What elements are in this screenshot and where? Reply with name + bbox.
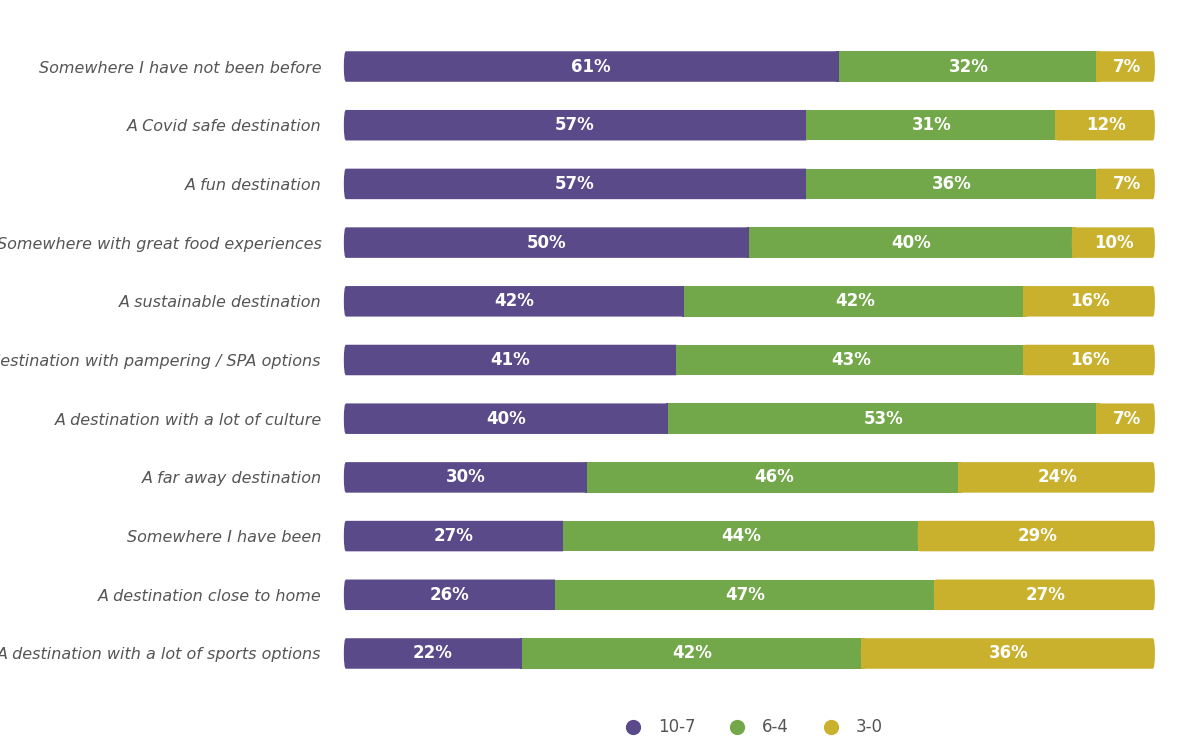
FancyBboxPatch shape [917,520,1155,551]
Bar [561,520,565,551]
Legend: 10-7, 6-4, 3-0: 10-7, 6-4, 3-0 [616,718,882,736]
FancyBboxPatch shape [344,462,589,493]
FancyBboxPatch shape [1023,345,1155,375]
FancyBboxPatch shape [1096,51,1155,82]
Text: 42%: 42% [673,644,712,662]
Bar [685,286,1025,316]
Text: 46%: 46% [754,469,794,487]
Text: 27%: 27% [433,527,474,545]
Bar [668,404,1098,434]
Text: 61%: 61% [572,58,611,76]
Bar [1023,345,1028,375]
FancyBboxPatch shape [344,227,752,258]
Bar [958,462,963,493]
FancyBboxPatch shape [1023,286,1155,316]
Bar [682,286,687,316]
Text: 7%: 7% [1113,410,1140,428]
Bar [1023,286,1028,316]
FancyBboxPatch shape [1055,110,1155,140]
Text: 40%: 40% [892,233,932,251]
Text: 57%: 57% [555,175,595,193]
Text: 41%: 41% [490,351,530,369]
Bar [585,462,589,493]
Bar [523,638,863,669]
Bar [555,580,936,610]
FancyBboxPatch shape [344,286,687,316]
Text: 50%: 50% [526,233,566,251]
Bar [806,169,1098,200]
Bar [676,345,1025,375]
Text: 36%: 36% [989,644,1029,662]
Text: 42%: 42% [494,292,534,310]
Bar [934,580,938,610]
Bar [837,51,840,82]
Bar [1072,227,1076,258]
Text: 26%: 26% [429,586,469,604]
Text: 43%: 43% [831,351,870,369]
FancyBboxPatch shape [934,580,1155,610]
Bar [806,110,1058,140]
FancyBboxPatch shape [1096,169,1155,200]
FancyBboxPatch shape [1072,227,1155,258]
FancyBboxPatch shape [1096,404,1155,434]
Bar [667,404,670,434]
Text: 40%: 40% [486,410,526,428]
Bar [805,110,808,140]
Text: 36%: 36% [933,175,972,193]
FancyBboxPatch shape [344,580,556,610]
Text: 7%: 7% [1113,58,1140,76]
Text: 53%: 53% [863,410,903,428]
Bar [553,580,556,610]
Bar [674,345,679,375]
Text: 16%: 16% [1071,351,1110,369]
Bar [917,520,922,551]
Text: 32%: 32% [948,58,988,76]
FancyBboxPatch shape [344,345,679,375]
Text: 24%: 24% [1037,469,1078,487]
Text: 10%: 10% [1095,233,1134,251]
Bar [1096,404,1101,434]
FancyBboxPatch shape [344,404,670,434]
Bar [1096,169,1101,200]
FancyBboxPatch shape [861,638,1155,669]
Text: 22%: 22% [414,644,453,662]
FancyBboxPatch shape [344,110,808,140]
Bar [838,51,1098,82]
FancyBboxPatch shape [344,169,808,200]
Text: 31%: 31% [912,116,952,134]
Text: 44%: 44% [722,527,761,545]
FancyBboxPatch shape [344,51,840,82]
Text: 29%: 29% [1018,527,1058,545]
Text: 30%: 30% [446,469,486,487]
Text: 16%: 16% [1071,292,1110,310]
Text: 12%: 12% [1086,116,1126,134]
Bar [749,227,1074,258]
Text: 57%: 57% [555,116,595,134]
Bar [562,520,920,551]
Bar [861,638,864,669]
FancyBboxPatch shape [344,638,524,669]
Text: 7%: 7% [1113,175,1140,193]
FancyBboxPatch shape [958,462,1155,493]
FancyBboxPatch shape [344,520,565,551]
Bar [747,227,752,258]
Text: 42%: 42% [835,292,875,310]
Bar [1096,51,1101,82]
Text: 27%: 27% [1025,586,1066,604]
Bar [805,169,808,200]
Bar [1055,110,1060,140]
Text: 47%: 47% [725,586,765,604]
Bar [588,462,960,493]
Bar [520,638,524,669]
